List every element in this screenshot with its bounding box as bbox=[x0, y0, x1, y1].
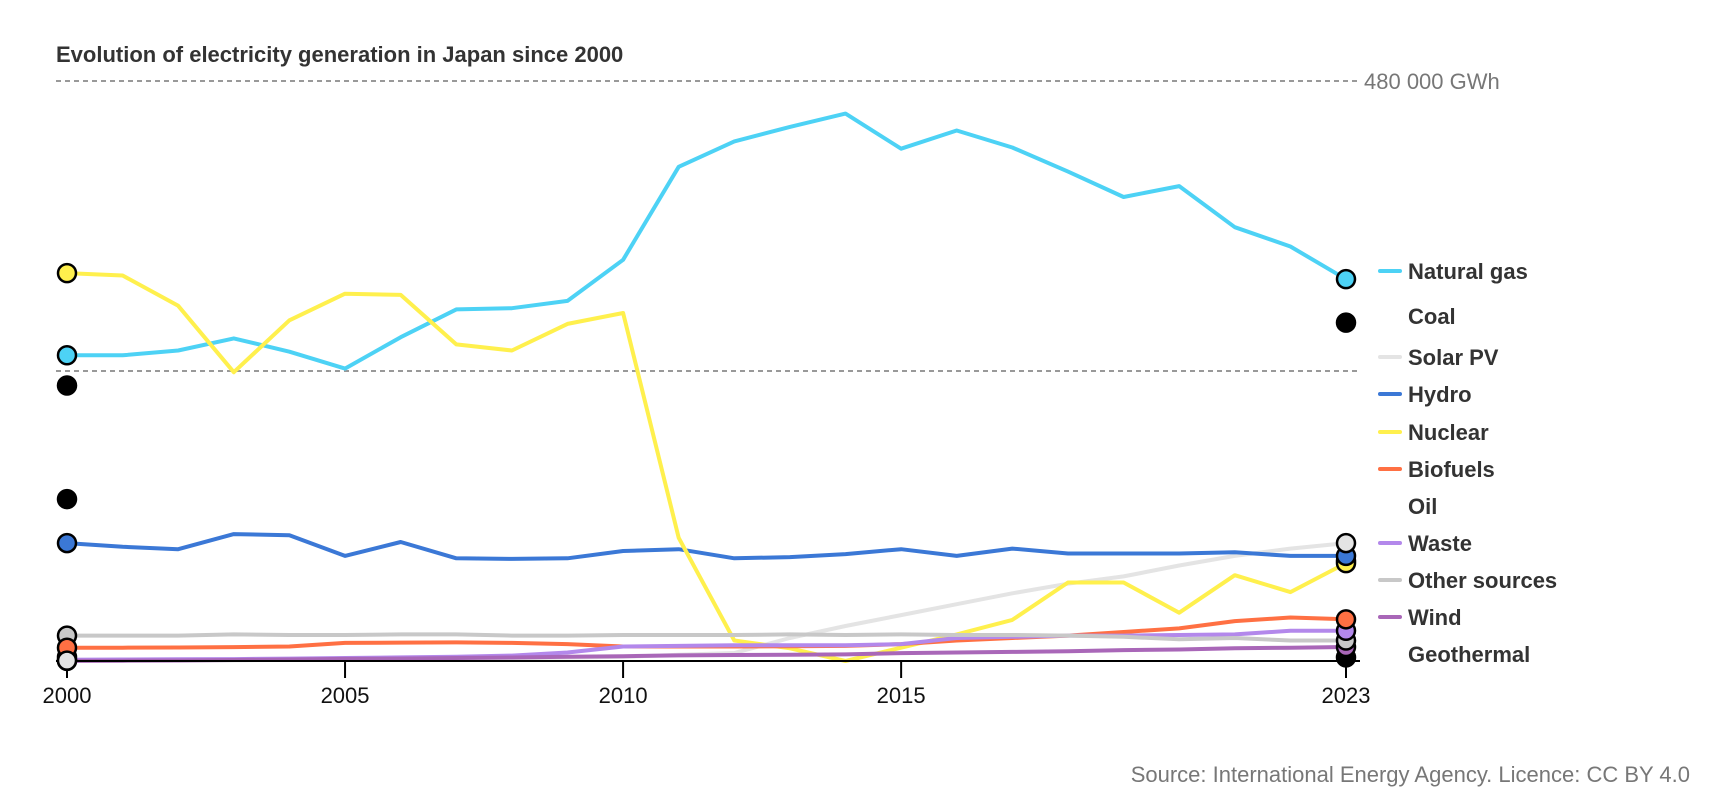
legend-label: Coal bbox=[1408, 304, 1456, 329]
series-line-hydro bbox=[66, 532, 1346, 561]
legend-label: Oil bbox=[1408, 494, 1437, 519]
series-line-biofuels bbox=[67, 615, 1347, 650]
endpoint-dot-natural-gas bbox=[56, 345, 78, 366]
endpoint-dot-oil bbox=[56, 488, 78, 510]
endpoint-dot-coal bbox=[1335, 312, 1357, 333]
endpoint-dot-biofuels bbox=[1335, 609, 1357, 630]
legend-item-coal: Coal bbox=[1378, 304, 1456, 329]
endpoint-dot-coal bbox=[56, 375, 78, 396]
series-line-other-sources bbox=[67, 632, 1346, 643]
series-line-nuclear bbox=[66, 271, 1347, 663]
legend-item-waste: Waste bbox=[1378, 531, 1472, 556]
series-line-natural-gas bbox=[67, 111, 1348, 371]
source-note: Source: International Energy Agency. Lic… bbox=[1130, 762, 1690, 787]
legend-item-nuclear: Nuclear bbox=[1378, 420, 1489, 445]
chart-title: Evolution of electricity generation in J… bbox=[56, 42, 624, 67]
legend-item-solar-pv: Solar PV bbox=[1378, 345, 1499, 370]
legend-item-wind: Wind bbox=[1378, 605, 1462, 630]
reference-label: 480 000 GWh bbox=[1364, 69, 1500, 94]
legend-label: Geothermal bbox=[1408, 642, 1530, 667]
legend-label: Biofuels bbox=[1408, 457, 1495, 482]
legend-label: Nuclear bbox=[1408, 420, 1489, 445]
x-tick-label: 2010 bbox=[599, 683, 648, 708]
x-tick-label: 2000 bbox=[43, 683, 92, 708]
legend-label: Natural gas bbox=[1408, 259, 1528, 284]
legend-item-other-sources: Other sources bbox=[1378, 568, 1557, 593]
legend-item-natural-gas: Natural gas bbox=[1378, 259, 1528, 284]
x-tick-label: 2005 bbox=[321, 683, 370, 708]
legend-item-oil: Oil bbox=[1378, 494, 1437, 519]
series-line-wind bbox=[66, 645, 1347, 663]
endpoint-dot-natural-gas bbox=[1335, 268, 1357, 290]
legend-label: Waste bbox=[1408, 531, 1472, 556]
legend-label: Other sources bbox=[1408, 568, 1557, 593]
endpoint-dot-solar-pv bbox=[1335, 532, 1357, 554]
legend-label: Hydro bbox=[1408, 382, 1472, 407]
endpoint-dot-nuclear bbox=[56, 262, 78, 284]
legend-item-hydro: Hydro bbox=[1378, 382, 1472, 407]
legend-label: Wind bbox=[1408, 605, 1462, 630]
legend-item-geothermal: Geothermal bbox=[1378, 642, 1530, 667]
legend-item-biofuels: Biofuels bbox=[1378, 457, 1495, 482]
legend-label: Solar PV bbox=[1408, 345, 1499, 370]
x-tick-label: 2015 bbox=[877, 683, 926, 708]
series-line-solar-pv bbox=[67, 541, 1347, 663]
x-tick-label: 2023 bbox=[1322, 683, 1371, 708]
endpoint-dot-hydro bbox=[56, 532, 78, 554]
endpoint-dot-solar-pv bbox=[56, 650, 78, 671]
